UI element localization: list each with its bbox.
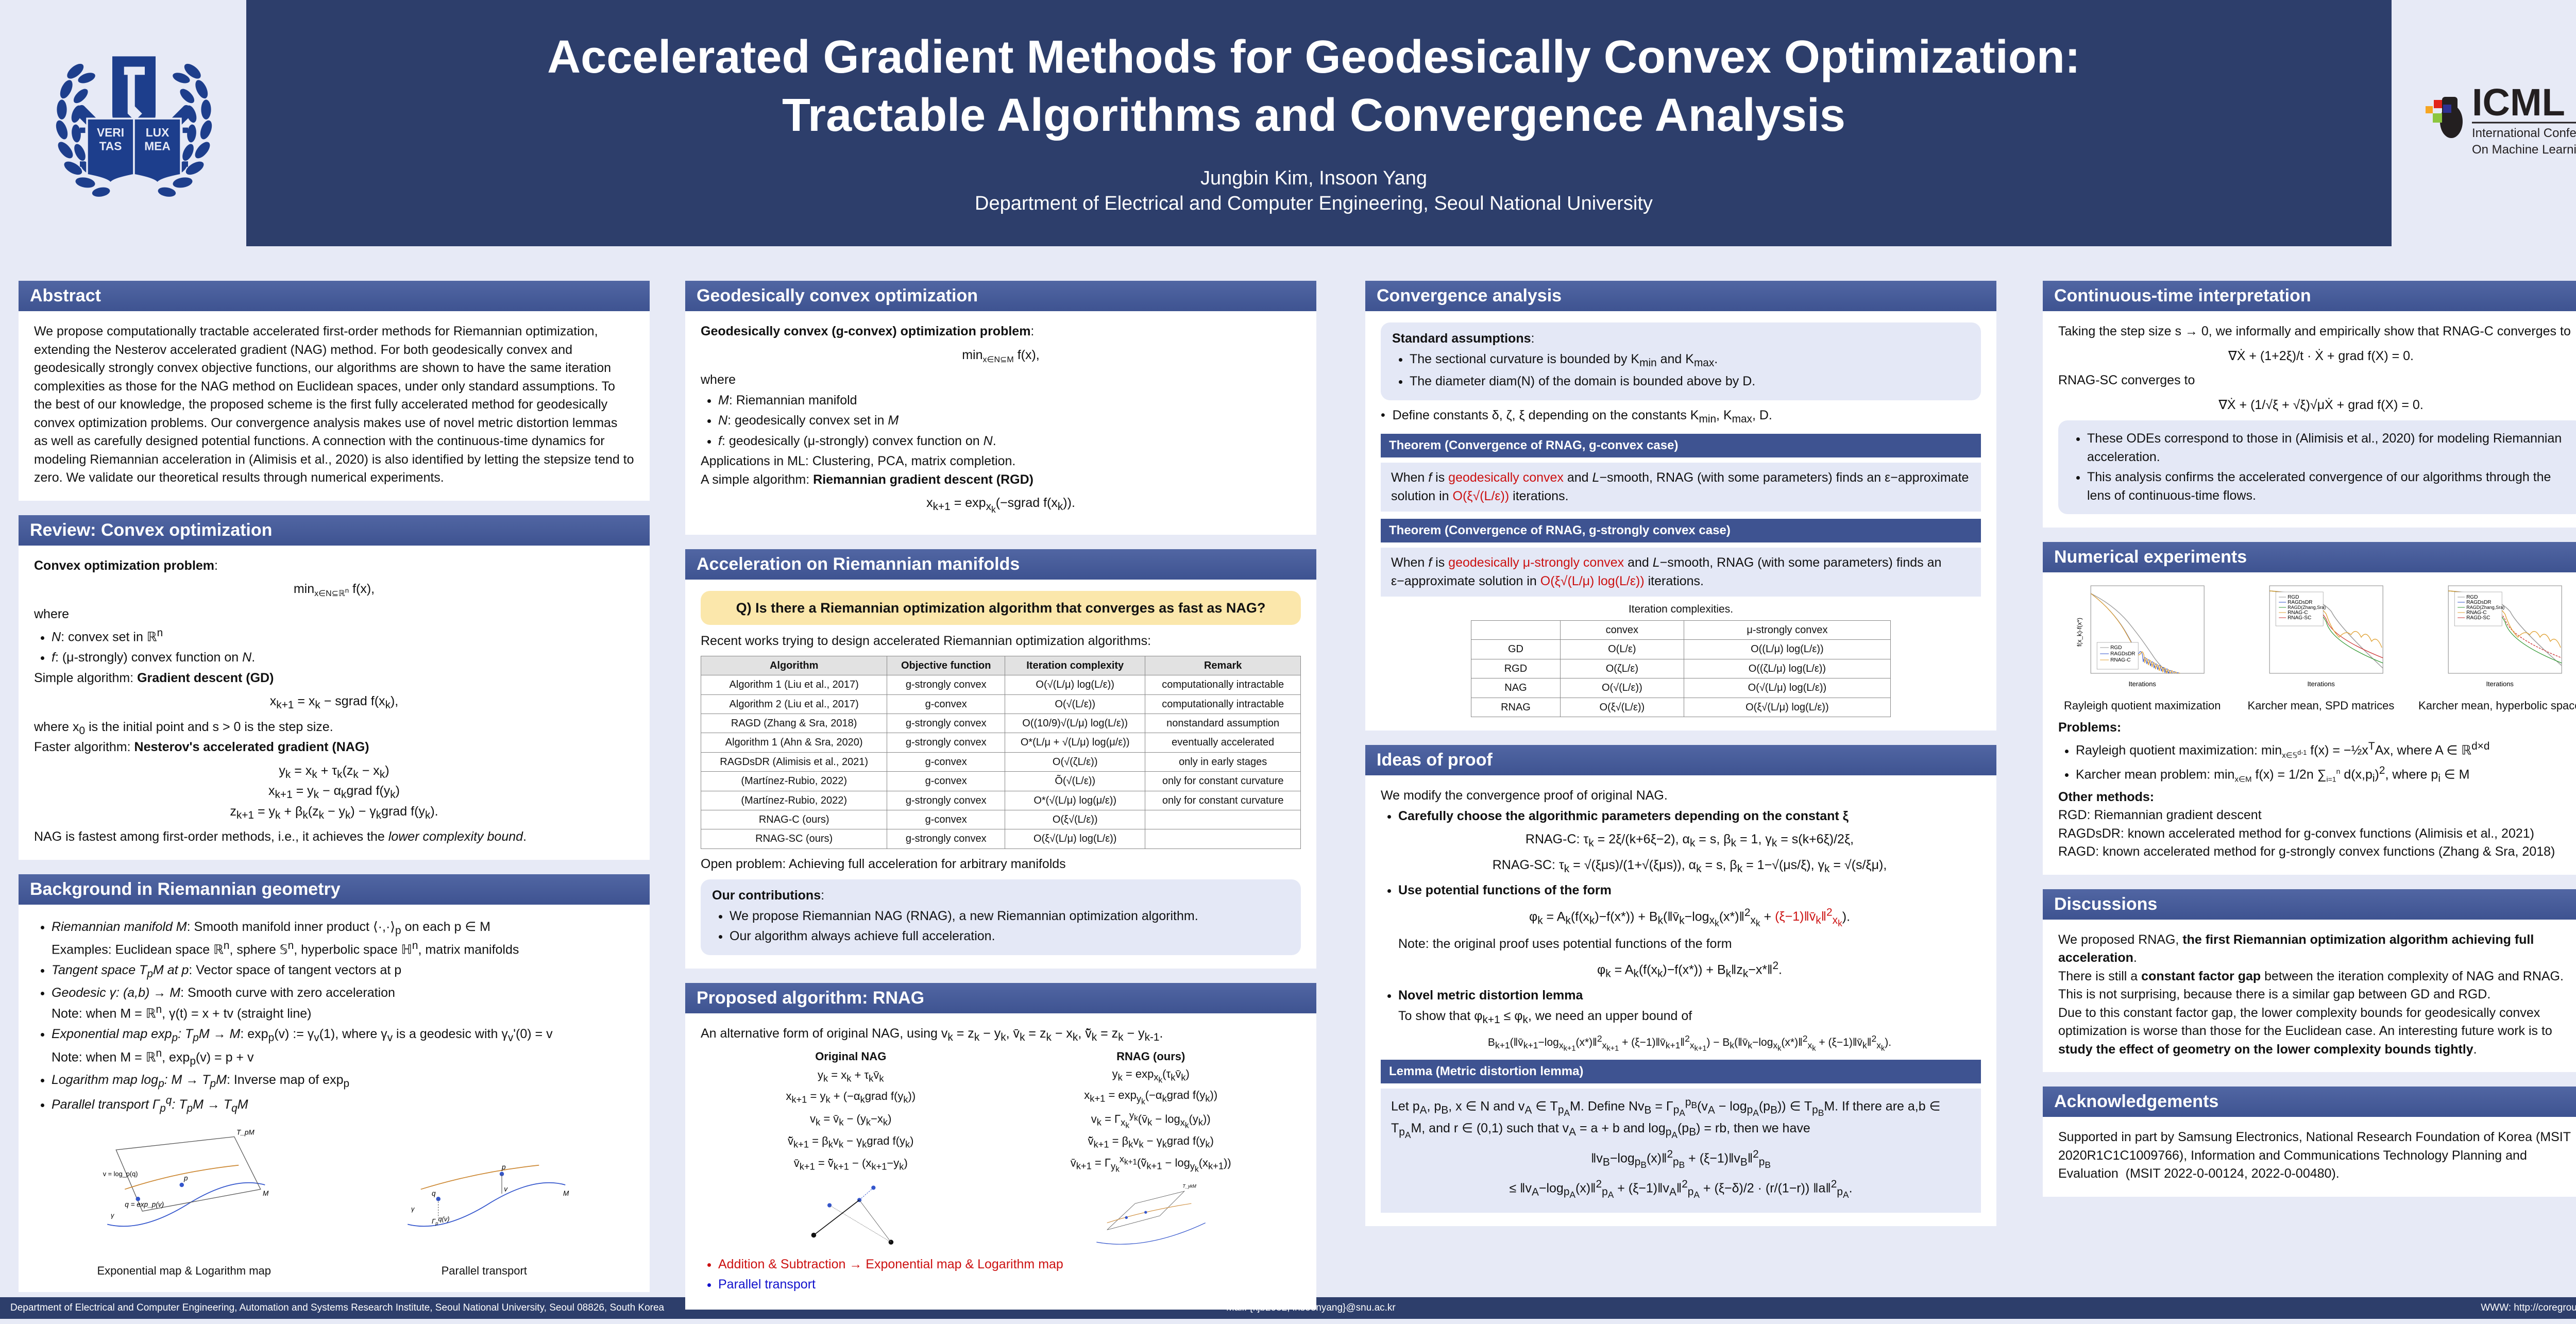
svg-text:v: v bbox=[504, 1185, 508, 1193]
svg-text:Iterations: Iterations bbox=[2307, 680, 2335, 688]
svg-text:RNAG-SC: RNAG-SC bbox=[2287, 615, 2311, 621]
svg-text:γ: γ bbox=[111, 1212, 114, 1219]
svg-text:TAS: TAS bbox=[99, 139, 122, 152]
svg-text:Iterations: Iterations bbox=[2128, 680, 2156, 688]
svg-text:VERI: VERI bbox=[97, 126, 124, 139]
svg-text:v = log_p(q): v = log_p(q) bbox=[103, 1170, 138, 1178]
svg-text:RAGDsDR: RAGDsDR bbox=[2110, 651, 2135, 657]
svg-text:ICML: ICML bbox=[2472, 81, 2565, 124]
svg-text:M: M bbox=[263, 1190, 269, 1197]
svg-text:RGD: RGD bbox=[2110, 645, 2122, 651]
svg-text:Iterations: Iterations bbox=[2486, 680, 2514, 688]
svg-text:p: p bbox=[183, 1175, 188, 1182]
svg-text:T_ykM: T_ykM bbox=[1182, 1183, 1196, 1189]
svg-text:M: M bbox=[563, 1190, 569, 1197]
svg-text:T_pM: T_pM bbox=[236, 1128, 255, 1136]
svg-text:q = exp_p(v): q = exp_p(v) bbox=[125, 1201, 164, 1209]
svg-text:RAGD-SC: RAGD-SC bbox=[2466, 615, 2490, 621]
svg-text:γ: γ bbox=[411, 1205, 415, 1213]
svg-text:On Machine Learning: On Machine Learning bbox=[2472, 143, 2576, 157]
svg-text:f(x_k)-f(x*): f(x_k)-f(x*) bbox=[2076, 618, 2083, 647]
svg-text:MEA: MEA bbox=[144, 139, 171, 152]
svg-text:International Conference: International Conference bbox=[2472, 126, 2576, 140]
svg-text:p: p bbox=[501, 1163, 506, 1171]
svg-text:q: q bbox=[432, 1190, 436, 1197]
svg-text:RAGD(Zhang,Sra): RAGD(Zhang,Sra) bbox=[2466, 605, 2504, 610]
svg-text:LUX: LUX bbox=[146, 126, 170, 139]
svg-text:RNAG-C: RNAG-C bbox=[2110, 657, 2130, 663]
svg-text:RAGD(Zhang,Sra): RAGD(Zhang,Sra) bbox=[2287, 605, 2326, 610]
